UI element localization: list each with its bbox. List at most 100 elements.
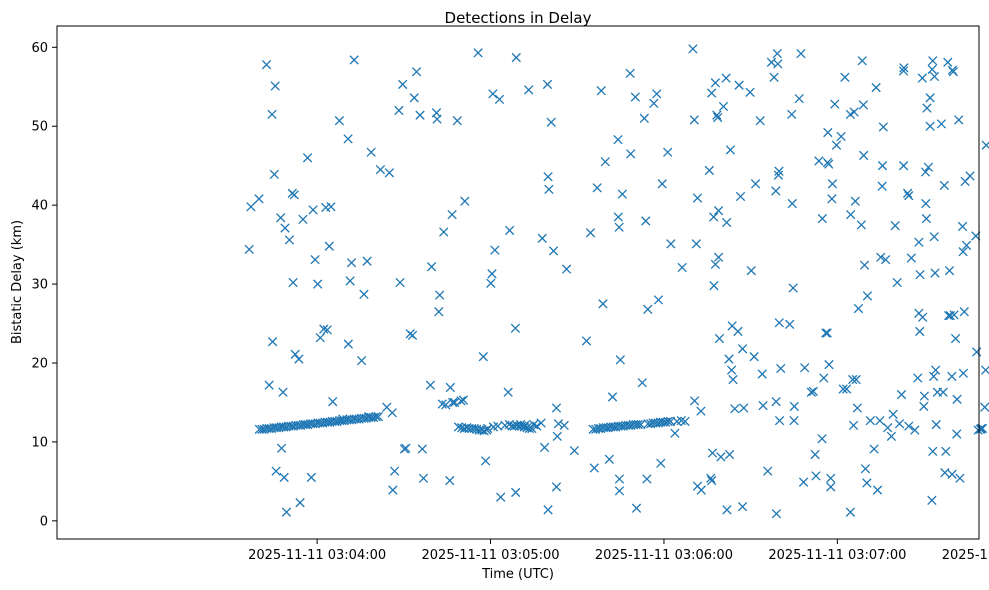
y-tick-label: 30 <box>31 278 48 293</box>
detection-marker <box>945 310 956 321</box>
detection-marker <box>271 466 281 476</box>
detection-marker <box>552 431 562 442</box>
detection-marker <box>482 425 492 435</box>
detection-marker <box>384 168 395 178</box>
detection-marker <box>877 181 887 191</box>
detection-marker <box>426 262 437 272</box>
detection-marker <box>716 452 726 462</box>
detection-marker <box>488 89 498 99</box>
detection-marker <box>925 121 935 131</box>
detection-marker <box>849 107 859 117</box>
detection-marker <box>441 400 451 410</box>
detection-marker <box>548 246 559 256</box>
detection-marker <box>859 260 870 270</box>
detection-marker <box>559 420 569 431</box>
detection-marker <box>546 117 556 127</box>
detection-marker <box>510 323 521 333</box>
detection-marker <box>290 349 300 359</box>
detection-marker <box>939 180 949 191</box>
detection-marker <box>537 233 547 243</box>
detection-marker <box>928 371 939 382</box>
detection-marker <box>766 57 777 67</box>
detection-marker <box>875 415 885 426</box>
detection-marker <box>858 100 869 110</box>
detection-marker <box>630 92 641 102</box>
detection-marker <box>656 458 666 468</box>
detection-marker <box>922 103 932 113</box>
detection-marker <box>704 165 714 176</box>
detection-marker <box>838 384 848 394</box>
detection-marker <box>787 109 797 120</box>
y-tick-label: 0 <box>40 514 48 529</box>
detection-marker <box>824 159 834 169</box>
detection-marker <box>906 253 917 263</box>
detection-marker <box>919 401 929 412</box>
plot-area-frame <box>56 25 980 540</box>
detection-marker <box>709 280 719 291</box>
detection-marker <box>319 324 329 334</box>
detection-marker <box>569 445 580 456</box>
detection-marker <box>758 400 768 411</box>
detection-marker <box>343 134 353 144</box>
detection-marker <box>899 63 909 73</box>
detection-marker <box>857 56 867 66</box>
detection-marker <box>261 60 272 70</box>
detection-marker <box>938 387 948 397</box>
detection-marker <box>343 339 353 349</box>
detection-marker <box>425 380 436 390</box>
detection-marker <box>625 68 635 79</box>
detection-marker <box>876 252 886 262</box>
detection-marker <box>923 162 934 172</box>
detection-marker <box>955 473 965 483</box>
detection-marker <box>859 150 869 161</box>
detection-marker <box>830 99 840 109</box>
detection-marker <box>453 422 464 432</box>
detection-marker <box>914 237 924 247</box>
detection-marker <box>972 347 982 357</box>
detection-marker <box>639 113 649 123</box>
detection-marker <box>745 87 755 97</box>
detection-marker <box>724 354 734 364</box>
detection-marker <box>310 254 320 265</box>
detection-marker <box>276 213 286 223</box>
detection-marker <box>652 89 662 99</box>
detection-marker <box>929 71 940 82</box>
detection-marker <box>880 254 891 265</box>
x-axis: 2025-11-11 03:04:00 2025-11-11 03:05:00 20… <box>248 539 989 563</box>
detection-marker <box>713 252 724 262</box>
y-tick-label: 20 <box>31 357 48 372</box>
detection-marker <box>769 72 779 82</box>
detection-marker <box>581 336 592 346</box>
detection-marker <box>387 408 397 418</box>
detection-marker <box>848 420 859 431</box>
detection-marker <box>356 355 367 366</box>
detection-marker <box>295 498 305 508</box>
detection-marker <box>551 482 562 492</box>
detection-marker <box>826 482 836 492</box>
detection-marker <box>435 290 445 300</box>
detection-marker <box>977 423 988 434</box>
detection-marker <box>524 423 534 434</box>
detection-marker <box>409 93 419 103</box>
detection-marker <box>774 318 784 328</box>
detection-marker <box>794 93 804 104</box>
detection-marker <box>725 145 736 155</box>
detection-marker <box>375 164 386 175</box>
detection-marker <box>928 446 938 457</box>
detection-marker <box>362 256 372 266</box>
detection-marker <box>448 397 458 408</box>
detection-marker <box>359 289 369 299</box>
detection-marker <box>871 82 881 93</box>
detection-marker <box>755 116 765 126</box>
detection-marker <box>776 363 786 374</box>
x-tick-label: 2025-11-11 03:05:00 <box>422 548 560 563</box>
detection-marker <box>827 194 837 204</box>
detection-marker <box>806 387 817 397</box>
detection-marker <box>746 266 756 276</box>
detection-marker <box>539 442 550 453</box>
detection-marker <box>495 492 506 502</box>
detection-marker <box>401 443 411 453</box>
detection-marker <box>657 179 667 189</box>
detection-marker <box>371 412 381 422</box>
detection-marker <box>270 81 280 91</box>
